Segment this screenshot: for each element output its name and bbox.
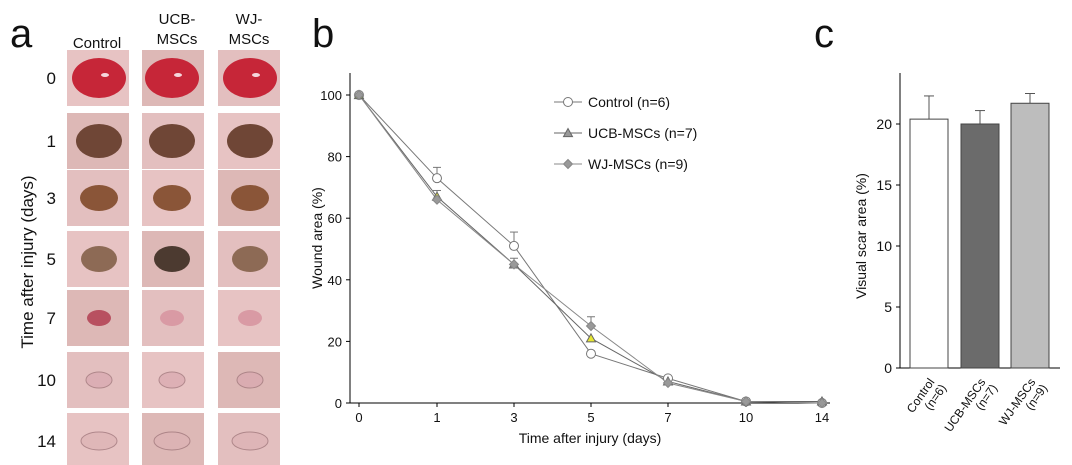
x-axis-label: Time after injury (days)	[519, 430, 662, 446]
y-tick-label: 0	[335, 396, 342, 411]
legend-entry: UCB-MSCs (n=7)	[588, 125, 697, 141]
row-label-day: 0	[47, 69, 56, 88]
panel-a-letter: a	[10, 12, 33, 56]
wound-shape	[85, 371, 113, 389]
row-label-day: 14	[37, 432, 56, 451]
data-point	[431, 194, 443, 205]
wound-shape	[72, 58, 126, 98]
wound-shape	[160, 310, 184, 326]
data-point	[662, 377, 674, 389]
y-tick-label: 10	[876, 238, 892, 254]
wound-shape	[231, 185, 269, 211]
panel-a-photo-grid: Control UCB-MSCs WJ-MSCs 0 1 3 5 7 10 14 Time afte…	[18, 11, 280, 465]
legend-entry: Control (n=6)	[588, 94, 670, 110]
legend-marker	[562, 127, 574, 138]
y-tick-label: 15	[876, 177, 892, 193]
wound-shape	[153, 431, 191, 451]
category-label: Control(n=6)	[904, 374, 949, 423]
data-point	[816, 397, 828, 409]
wound-shape	[81, 246, 117, 272]
y-tick-label: 20	[328, 334, 342, 349]
data-point	[585, 320, 597, 332]
scar-area-bar-chart: 0 5 10 15 20 Visual scar area (%) Control(n=6)…	[853, 73, 1060, 442]
data-point	[585, 332, 597, 343]
x-tick-label: 10	[739, 410, 753, 425]
x-tick-label: 0	[355, 410, 362, 425]
x-tick-label: 5	[587, 410, 594, 425]
wound-shape	[149, 124, 195, 158]
category-label: UCB-MSCs(n=7)	[941, 374, 1000, 442]
y-tick-label: 40	[328, 273, 342, 288]
wound-shape	[223, 58, 277, 98]
y-axis-label: Visual scar area (%)	[853, 173, 869, 299]
row-label-day: 5	[47, 250, 56, 269]
legend-entry: WJ-MSCs (n=9)	[588, 156, 688, 172]
panel-a-ylabel: Time after injury (days)	[18, 175, 37, 348]
x-tick-label: 3	[510, 410, 517, 425]
data-point	[353, 89, 365, 101]
legend-marker	[562, 158, 574, 170]
data-point	[509, 240, 519, 251]
y-tick-label: 20	[876, 116, 892, 132]
wound-shape	[227, 124, 273, 158]
legend-marker	[563, 97, 573, 107]
y-tick-label: 60	[328, 211, 342, 226]
wound-shape	[80, 431, 118, 451]
data-point	[432, 173, 442, 184]
data-point	[508, 259, 520, 270]
y-tick-label: 100	[320, 88, 342, 103]
bar	[909, 118, 949, 369]
y-tick-label: 0	[884, 360, 892, 376]
row-label-day: 3	[47, 189, 56, 208]
column-header: WJ-MSCs	[229, 11, 270, 48]
wound-shape	[158, 371, 186, 389]
wound-highlight	[101, 73, 109, 77]
column-header: UCB-MSCs	[157, 11, 198, 48]
row-label-day: 1	[47, 132, 56, 151]
wound-shape	[231, 431, 269, 451]
bar	[960, 123, 1000, 369]
data-point	[740, 396, 752, 407]
wound-shape	[154, 246, 190, 272]
wound-shape	[145, 58, 199, 98]
wound-shape	[153, 185, 191, 211]
wound-shape	[238, 310, 262, 326]
wound-shape	[232, 246, 268, 272]
column-header: Control	[73, 35, 121, 52]
wound-shape	[236, 371, 264, 389]
y-axis-label: Wound area (%)	[309, 187, 325, 289]
row-label-day: 7	[47, 309, 56, 328]
wound-shape	[87, 310, 111, 326]
wound-shape	[76, 124, 122, 158]
row-label-day: 10	[37, 371, 56, 390]
wound-highlight	[174, 73, 182, 77]
y-tick-label: 5	[884, 299, 892, 315]
wound-area-line-chart: 0 20 40 60 80 100 0 1 3 5 7 10 14 Time after injury (…	[309, 73, 830, 446]
wound-shape	[80, 185, 118, 211]
y-tick-label: 80	[328, 150, 342, 165]
panel-b-letter: b	[312, 12, 335, 56]
category-label: WJ-MSCs(n=9)	[996, 374, 1050, 435]
wound-highlight	[252, 73, 260, 77]
x-tick-label: 1	[433, 410, 440, 425]
x-tick-label: 7	[664, 410, 671, 425]
x-tick-label: 14	[815, 410, 829, 425]
bar	[1010, 102, 1050, 369]
panel-c-letter: c	[814, 12, 834, 56]
data-point	[586, 348, 596, 359]
